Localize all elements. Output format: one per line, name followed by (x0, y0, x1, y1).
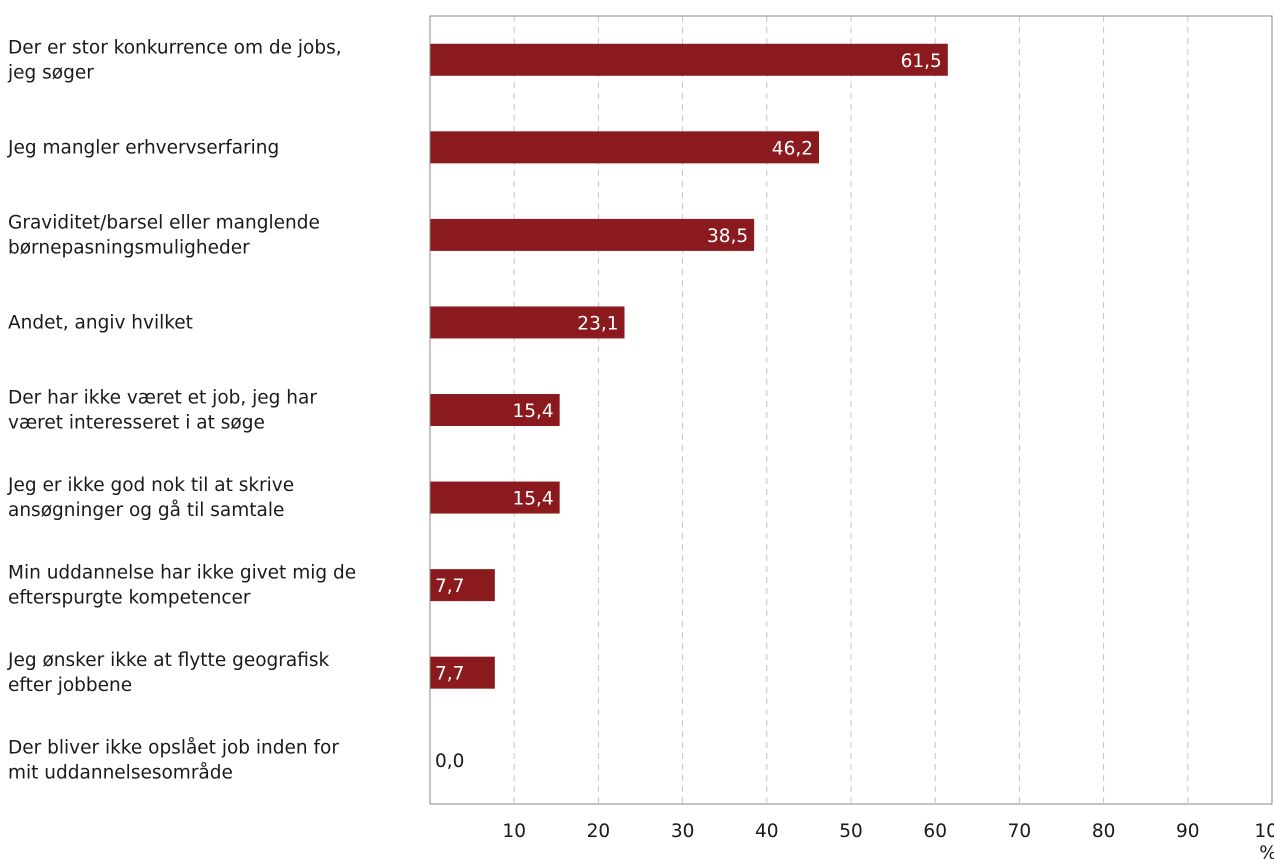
data-label: 38,5 (707, 226, 748, 247)
bar (430, 131, 820, 164)
x-axis-unit: % (1259, 843, 1274, 859)
x-tick-label: 70 (1008, 821, 1032, 842)
category-label: Graviditet/barsel eller manglende børnepa… (8, 212, 320, 258)
category-label: Jeg mangler erhvervserfaring (7, 137, 279, 158)
category-label: Jeg er ikke god nok til at skrive ansøgni… (7, 475, 294, 521)
plot-frame (429, 15, 1273, 805)
data-label: 46,2 (772, 138, 813, 159)
x-tick-label: 90 (1176, 821, 1200, 842)
category-label: Der bliver ikke opslået job inden for mit… (8, 738, 339, 784)
data-label: 7,7 (435, 664, 464, 685)
bar (430, 306, 625, 339)
x-tick-label: 80 (1092, 821, 1116, 842)
category-label: Jeg ønsker ikke at flytte geografisk efte… (7, 650, 329, 696)
category-labels: Der er stor konkurrence om de jobs, jeg s… (7, 37, 356, 783)
bar (430, 481, 560, 514)
data-label: 15,4 (512, 489, 553, 510)
x-tick-label: 50 (839, 821, 863, 842)
x-axis-ticks: 10 20 30 40 50 60 70 80 90 100 (502, 821, 1274, 842)
data-label: 61,5 (901, 51, 942, 72)
x-tick-label: 100 (1254, 821, 1274, 842)
x-tick-label: 20 (587, 821, 611, 842)
x-tick-label: 10 (502, 821, 526, 842)
bar (430, 569, 495, 602)
data-label: 23,1 (577, 313, 618, 334)
data-label: 0,0 (435, 751, 464, 772)
category-label: Der har ikke været et job, jeg har været … (8, 388, 317, 434)
category-label: Andet, angiv hvilket (8, 312, 193, 333)
x-tick-label: 60 (923, 821, 947, 842)
bar (430, 394, 560, 426)
data-label: 15,4 (512, 401, 553, 422)
bars: 61,5 46,2 38,5 23,1 15,4 15,4 7,7 7,7 0,0 (430, 43, 948, 772)
x-tick-label: 40 (755, 821, 779, 842)
data-label: 7,7 (435, 576, 464, 597)
bar (430, 43, 948, 76)
category-label: Min uddannelse har ikke givet mig de efte… (8, 563, 356, 609)
bar (430, 656, 495, 689)
bar (430, 218, 755, 251)
category-label: Der er stor konkurrence om de jobs, jeg s… (7, 37, 342, 83)
x-tick-label: 30 (671, 821, 695, 842)
